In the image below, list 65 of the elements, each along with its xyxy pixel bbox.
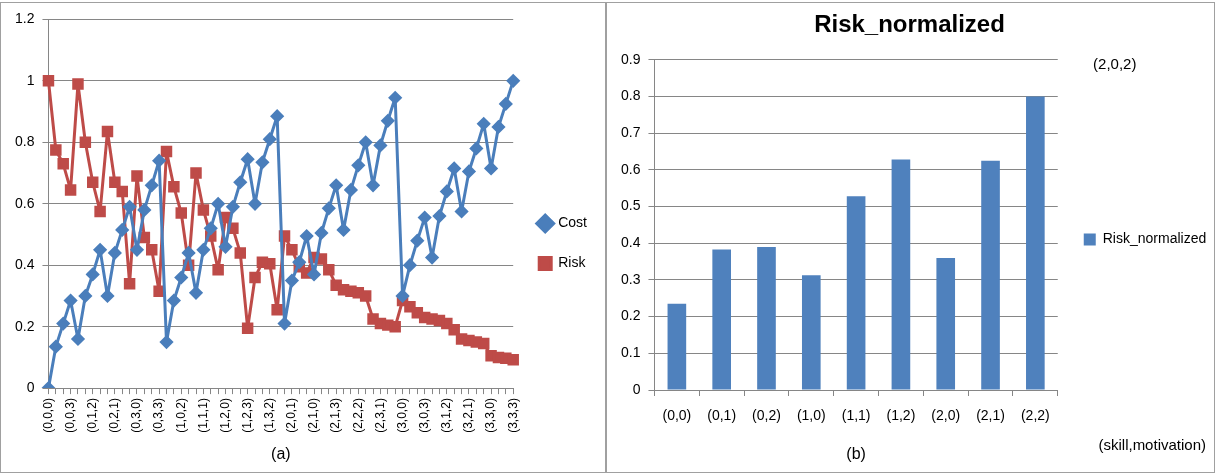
y-tick-label: 0.2 <box>14 317 35 334</box>
x-tick-label: (0,1,2) <box>85 398 100 433</box>
x-tick-label: (0,0,0) <box>40 398 55 433</box>
x-tick-label: (2,3,1) <box>372 398 387 433</box>
text: (2,0,2) <box>1093 54 1137 72</box>
y-tick-label: 0.8 <box>14 133 35 150</box>
x-axis-title: (a) <box>271 444 291 462</box>
bar <box>667 303 687 390</box>
x-tick-label: (3,1,2) <box>439 398 454 433</box>
y-tick-label: 1.2 <box>14 10 35 27</box>
x-tick-label: (0,2) <box>752 407 781 424</box>
x-tick-label: (1,3,2) <box>262 398 277 433</box>
chart-title: Risk_normalized <box>814 10 1005 38</box>
bar <box>891 159 911 390</box>
legend-label: Risk <box>558 254 587 271</box>
x-tick-label: (0,1) <box>707 407 737 424</box>
x-tick-label: (0,0,3) <box>62 398 77 433</box>
x-tick-label: (0,3,0) <box>129 398 144 433</box>
x-tick-label: (1,2) <box>886 407 916 424</box>
x-tick-label: (2,1,3) <box>328 398 343 433</box>
x-tick-label: (2,0,1) <box>284 398 299 433</box>
y-tick-label: 0.2 <box>620 307 641 324</box>
bar <box>846 196 866 390</box>
x-tick-label: (1,0) <box>796 407 826 424</box>
bar <box>801 275 821 390</box>
y-tick-label: 0.8 <box>620 87 641 104</box>
x-tick-label: (3,3,0) <box>483 398 498 433</box>
y-tick-label: 0 <box>26 378 35 395</box>
y-tick-label: 0.7 <box>620 124 641 141</box>
x-axis-title: (b) <box>846 444 866 462</box>
y-tick-label: 0.6 <box>14 194 35 211</box>
x-tick-label: (3,3,3) <box>505 398 520 433</box>
y-tick-label: 0.9 <box>620 50 641 67</box>
x-tick-label: (3,0,3) <box>417 398 431 433</box>
text: (skill,motivation) <box>1098 436 1206 454</box>
x-tick-label: (2,2,2) <box>350 398 365 433</box>
y-tick-label: 0.4 <box>14 256 35 273</box>
y-tick-label: 0.5 <box>620 197 641 214</box>
x-tick-label: (1,1,1) <box>195 398 210 433</box>
bar <box>1026 96 1045 390</box>
y-tick-label: 1 <box>26 71 35 88</box>
y-tick-label: 0.4 <box>620 234 641 251</box>
x-tick-label: (0,2,1) <box>107 398 122 433</box>
x-tick-label: (3,0,0) <box>394 398 409 433</box>
x-tick-label: (3,2,1) <box>461 398 476 433</box>
bar <box>712 249 731 390</box>
x-tick-label: (2,1,0) <box>306 398 321 433</box>
bar <box>936 257 956 390</box>
x-tick-label: (2,1) <box>976 407 1005 424</box>
x-tick-label: (1,2,3) <box>239 398 254 433</box>
bar <box>981 160 1000 390</box>
x-tick-label: (0,0) <box>662 407 692 424</box>
y-tick-label: 0 <box>632 380 641 397</box>
bar <box>757 246 776 390</box>
x-tick-label: (2,0) <box>931 407 961 424</box>
x-tick-label: (1,0,2) <box>173 398 188 433</box>
x-tick-label: (1,2,0) <box>217 398 232 433</box>
legend-label: Risk_normalized <box>1102 230 1207 247</box>
x-tick-label: (2,2) <box>1020 407 1050 424</box>
y-tick-label: 0.6 <box>620 160 641 177</box>
legend-label: Cost <box>558 214 588 231</box>
x-tick-label: (1,1) <box>841 407 871 424</box>
y-tick-label: 0.1 <box>620 344 641 361</box>
y-tick-label: 0.3 <box>620 270 641 287</box>
x-tick-label: (0,3,3) <box>151 398 166 433</box>
